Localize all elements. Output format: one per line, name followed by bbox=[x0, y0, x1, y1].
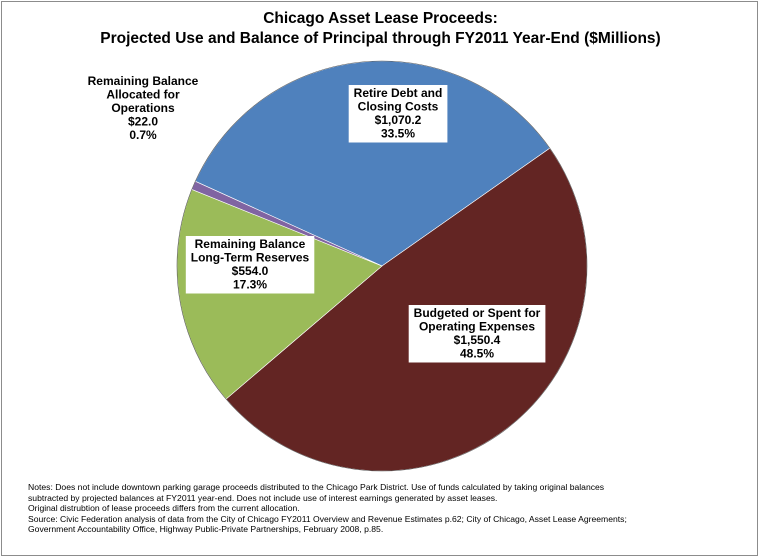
chart-notes: Notes: Does not include downtown parking… bbox=[28, 482, 748, 535]
slice-label-text: Long-Term Reserves bbox=[191, 251, 310, 265]
chart-title: Chicago Asset Lease Proceeds: bbox=[263, 10, 498, 27]
note-line: Original distrubtion of lease proceeds d… bbox=[28, 503, 300, 514]
note-line: Source: Civic Federation analysis of dat… bbox=[28, 513, 627, 524]
chart-subtitle: Projected Use and Balance of Principal t… bbox=[100, 30, 661, 47]
slice-percent-label: 17.3% bbox=[233, 278, 267, 292]
slice-label-text: Allocated for bbox=[106, 88, 180, 102]
slice-label-text: Operating Expenses bbox=[419, 320, 535, 334]
slice-label-box bbox=[348, 85, 448, 143]
pie-outline bbox=[176, 60, 588, 472]
note-line: Government Accountability Office, Highwa… bbox=[28, 524, 384, 535]
slice-value-label: $1,070.2 bbox=[375, 113, 422, 127]
slice-label-box bbox=[185, 236, 315, 294]
note-line: Notes: Does not include downtown parking… bbox=[28, 482, 605, 492]
slice-label-text: Retire Debt and bbox=[354, 86, 443, 100]
slice-value-label: $554.0 bbox=[232, 264, 269, 278]
slice-value-label: $22.0 bbox=[128, 115, 158, 129]
note-line: subtracted by projected balances at FY20… bbox=[28, 492, 498, 503]
slice-label-box bbox=[408, 305, 546, 363]
slice-label-text: Remaining Balance bbox=[88, 74, 199, 88]
slice-label-text: Operations bbox=[111, 101, 175, 115]
slice-label-text: Remaining Balance bbox=[195, 237, 306, 251]
slice-label-text: Closing Costs bbox=[358, 100, 439, 114]
slice-percent-label: 0.7% bbox=[129, 128, 157, 142]
slice-label-text: Budgeted or Spent for bbox=[414, 306, 541, 320]
slice-percent-label: 33.5% bbox=[381, 127, 415, 141]
slice-value-label: $1,550.4 bbox=[454, 333, 501, 347]
slice-percent-label: 48.5% bbox=[460, 347, 494, 361]
